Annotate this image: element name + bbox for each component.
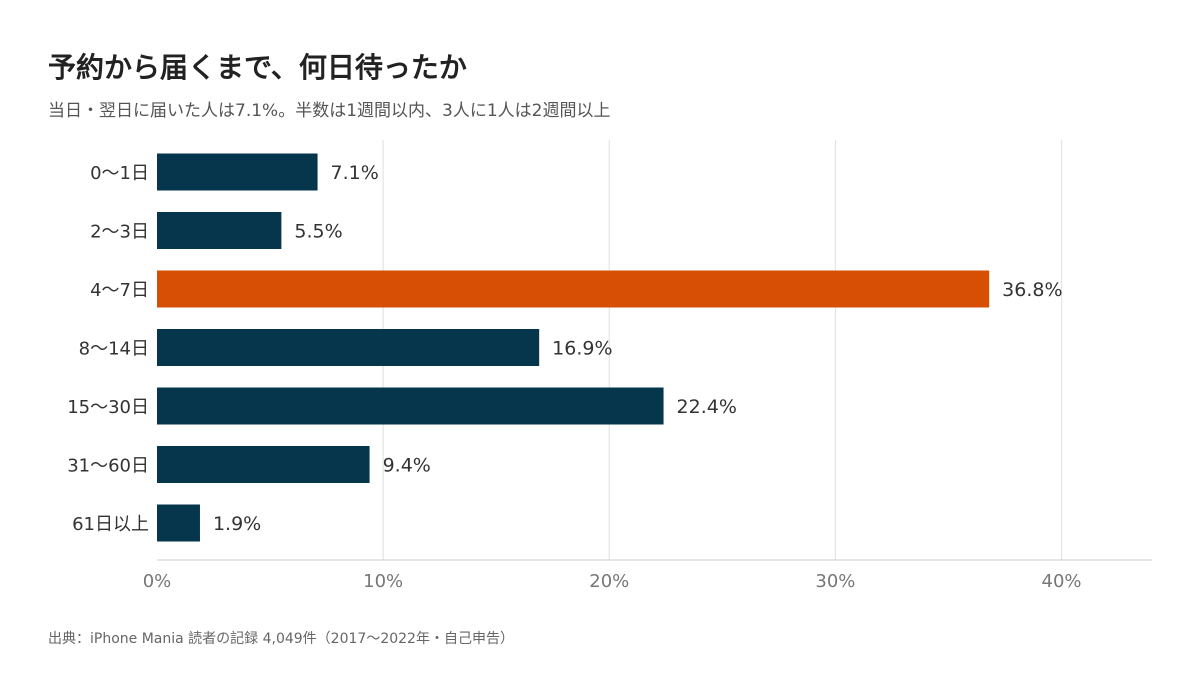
category-label: 61日以上 xyxy=(72,514,149,535)
value-label: 22.4% xyxy=(677,396,737,418)
bar-7 xyxy=(157,504,200,542)
category-label: 15〜30日 xyxy=(67,397,149,418)
value-label: 5.5% xyxy=(294,221,342,243)
x-tick-label: 40% xyxy=(1042,571,1082,592)
chart-title: 予約から届くまで、何日待ったか xyxy=(48,51,467,84)
bar-6 xyxy=(157,446,370,483)
source-note: 出典：iPhone Mania 読者の記録 4,049件（2017〜2022年・… xyxy=(48,631,514,647)
value-label: 16.9% xyxy=(552,338,612,360)
value-label: 1.9% xyxy=(213,513,261,535)
x-tick-label: 30% xyxy=(815,571,855,592)
bar-3 xyxy=(157,270,990,308)
value-label: 7.1% xyxy=(331,162,379,184)
bar-2 xyxy=(157,212,282,249)
label-layer: 0% 10% 20% 30% 40% 0〜1日 7.1% 2〜3日 5.5% 4〜7日 36.8% 8… xyxy=(67,162,1081,592)
x-tick-label: 10% xyxy=(363,571,403,592)
bar-5 xyxy=(157,387,664,425)
category-label: 2〜3日 xyxy=(90,222,149,243)
category-label: 0〜1日 xyxy=(90,163,149,184)
value-label: 36.8% xyxy=(1002,279,1062,301)
value-label: 9.4% xyxy=(383,455,431,477)
category-label: 8〜14日 xyxy=(79,339,149,360)
chart-subtitle: 当日・翌日に届いた人は7.1%。半数は1週間以内、3人に1人は2週間以上 xyxy=(48,101,611,121)
category-label: 4〜7日 xyxy=(90,280,149,301)
bar-1 xyxy=(157,153,318,191)
category-label: 31〜60日 xyxy=(67,456,149,477)
bar-4 xyxy=(157,329,540,366)
x-tick-label: 0% xyxy=(143,571,172,592)
bar-layer xyxy=(157,153,990,542)
x-tick-label: 20% xyxy=(589,571,629,592)
